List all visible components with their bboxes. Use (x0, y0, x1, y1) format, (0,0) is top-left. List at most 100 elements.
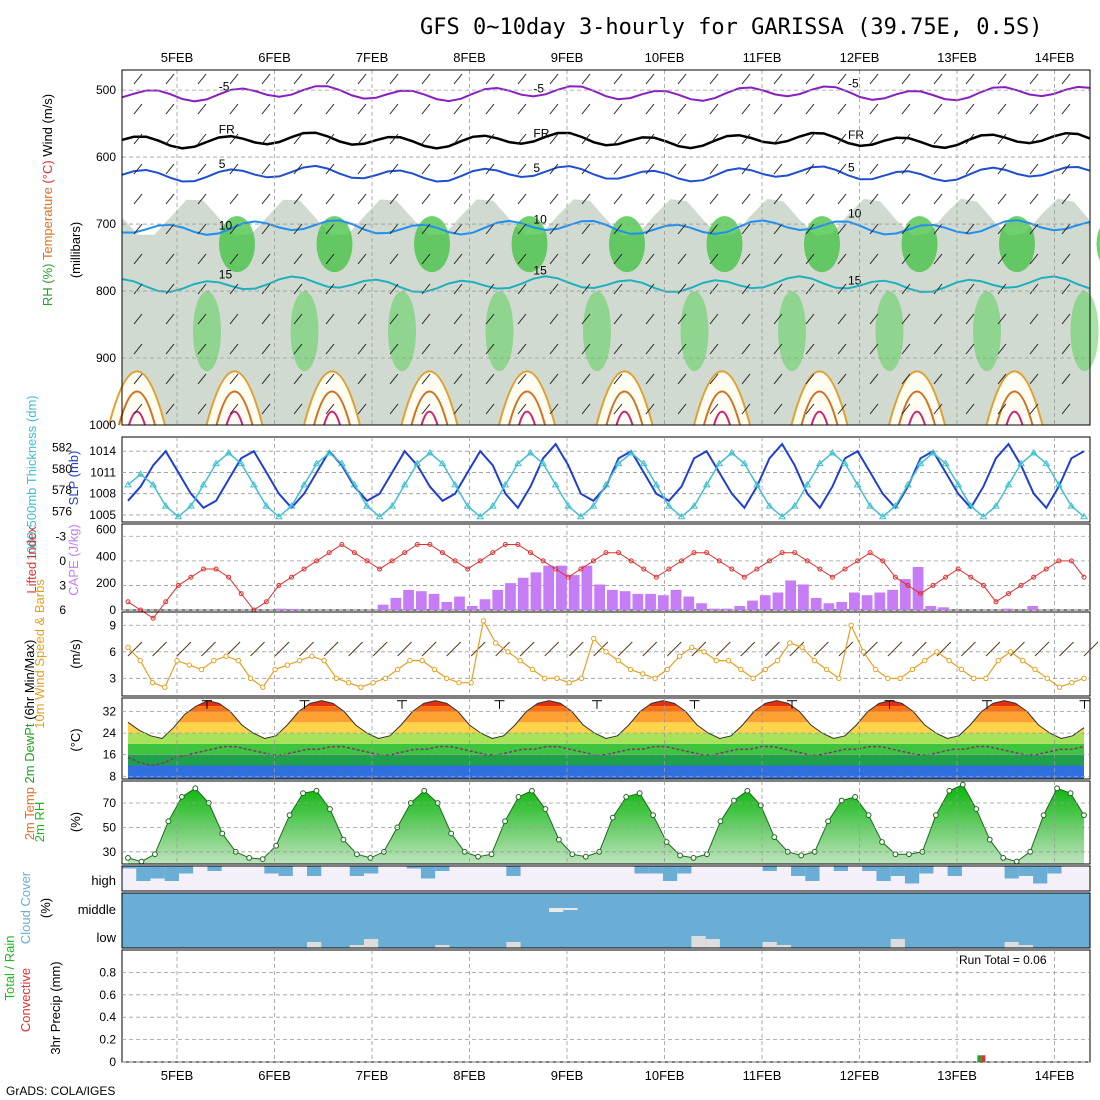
wind-barb (549, 223, 559, 235)
thickness-tick-label: 576 (52, 504, 72, 518)
lifted-index-point (578, 566, 584, 572)
high-cloud-bar (1047, 866, 1062, 874)
wind-barb (165, 223, 175, 235)
pressure-tick-label: 500 (96, 83, 116, 97)
cape-bar (466, 605, 478, 610)
lifted-index-point (439, 550, 445, 556)
lifted-index-point (452, 558, 458, 564)
warm-plume-inner (313, 390, 351, 426)
thickness-marker (1004, 480, 1013, 488)
wind-barb (709, 223, 719, 235)
cape-bar (607, 589, 618, 610)
moist-core (388, 291, 416, 372)
thickness-marker (677, 512, 686, 520)
wind-barb (165, 313, 175, 325)
rh-line (127, 784, 1085, 863)
thickness-tick-label: 582 (52, 441, 72, 455)
lifted-index-point (993, 599, 999, 605)
high-cloud-bar (890, 866, 905, 876)
lifted-tick-label: 3 (59, 578, 66, 592)
precip-convective-bar (981, 1055, 986, 1062)
wind-barb (901, 163, 911, 175)
wind-barb (197, 283, 207, 295)
wind-speed-point (811, 657, 818, 664)
wind-speed-point (799, 644, 805, 651)
low-cloud-bar (364, 939, 379, 948)
temperature-contour (121, 275, 1091, 294)
thickness-marker (904, 480, 912, 488)
wind-barb (325, 373, 335, 385)
wind-barb (1034, 641, 1050, 657)
wind-speed-point (468, 680, 474, 686)
date-label-bottom: 9FEB (551, 1068, 584, 1083)
wind-barb (133, 73, 143, 85)
warm-plume-inner (800, 390, 839, 426)
rh-point (1081, 812, 1087, 819)
axis-label-part: (°C) (68, 728, 83, 751)
thickness-marker (426, 448, 434, 456)
wind-barb (261, 133, 271, 145)
wind-barb (389, 223, 399, 235)
thickness-marker (199, 480, 208, 488)
wind-barb (1083, 641, 1099, 657)
wind-barb (965, 73, 975, 85)
wind-barb (133, 313, 143, 325)
wind-barb (446, 641, 462, 657)
wind-speed-point (958, 666, 965, 673)
cloud-level-low: low (96, 930, 116, 945)
wind-barb (613, 373, 623, 385)
wind-speed-point (738, 666, 744, 673)
wind-barb (133, 253, 143, 265)
cape-bar (899, 579, 911, 610)
wind-barb (645, 343, 655, 355)
contour-label: 5 (533, 161, 540, 175)
wind-barb (389, 283, 399, 295)
cape-bar (1027, 605, 1039, 610)
rh-point (852, 793, 858, 800)
slp-tick-label: 1011 (90, 465, 116, 479)
wind-speed-point (1044, 675, 1050, 682)
wind-barb (274, 641, 290, 657)
wind-speed-point (492, 640, 499, 646)
wind-barb (933, 133, 943, 145)
date-label-bottom: 8FEB (453, 1068, 486, 1083)
rh-point (354, 851, 360, 858)
wind-barb (229, 403, 239, 415)
thickness-marker (526, 448, 535, 456)
cape-lifted-index-panel: -3 0 3 6 600 400 200 0 Lifted Index CAPE (J/kg) (24, 522, 1091, 621)
wind-barb (325, 133, 335, 145)
rh-point (973, 806, 980, 812)
axis-label-part: Total / Rain (2, 935, 17, 1000)
wind-barb (229, 163, 239, 175)
wind-barb (1061, 73, 1071, 85)
wind-barb (293, 373, 303, 385)
thickness-marker (262, 502, 271, 509)
cape-bar (441, 601, 453, 610)
moist-core (583, 291, 611, 372)
wind-barb (357, 163, 367, 175)
wind-barb (133, 343, 143, 355)
wind-barb (901, 373, 911, 385)
slp-axis-title: SLP (mb) (66, 451, 81, 506)
lifted-index-point (892, 574, 898, 580)
high-cloud-bar (762, 866, 777, 871)
date-label-top: 9FEB (551, 50, 584, 65)
high-cloud-bar (406, 866, 421, 869)
lifted-index-point (465, 566, 471, 572)
wind-barb (581, 283, 591, 295)
axis-label-part: Temperature (40, 184, 55, 261)
lifted-index-point (238, 591, 244, 597)
cape-bar (581, 565, 593, 610)
wind-speed-point (615, 657, 621, 664)
wind-barb (293, 343, 303, 355)
date-label-top: 11FEB (743, 50, 782, 65)
profile-axis-title: RH (%) Temperature (°C) Wind (m/s) (40, 94, 55, 306)
lifted-index-point (741, 574, 747, 580)
wind-barb (997, 133, 1007, 145)
wind-barb (421, 223, 431, 235)
rh-point (327, 806, 333, 812)
warm-plume-inner (703, 390, 741, 426)
contour-label: 5 (219, 157, 226, 171)
date-label-top: 12FEB (840, 50, 880, 65)
wind-barb (933, 313, 943, 325)
